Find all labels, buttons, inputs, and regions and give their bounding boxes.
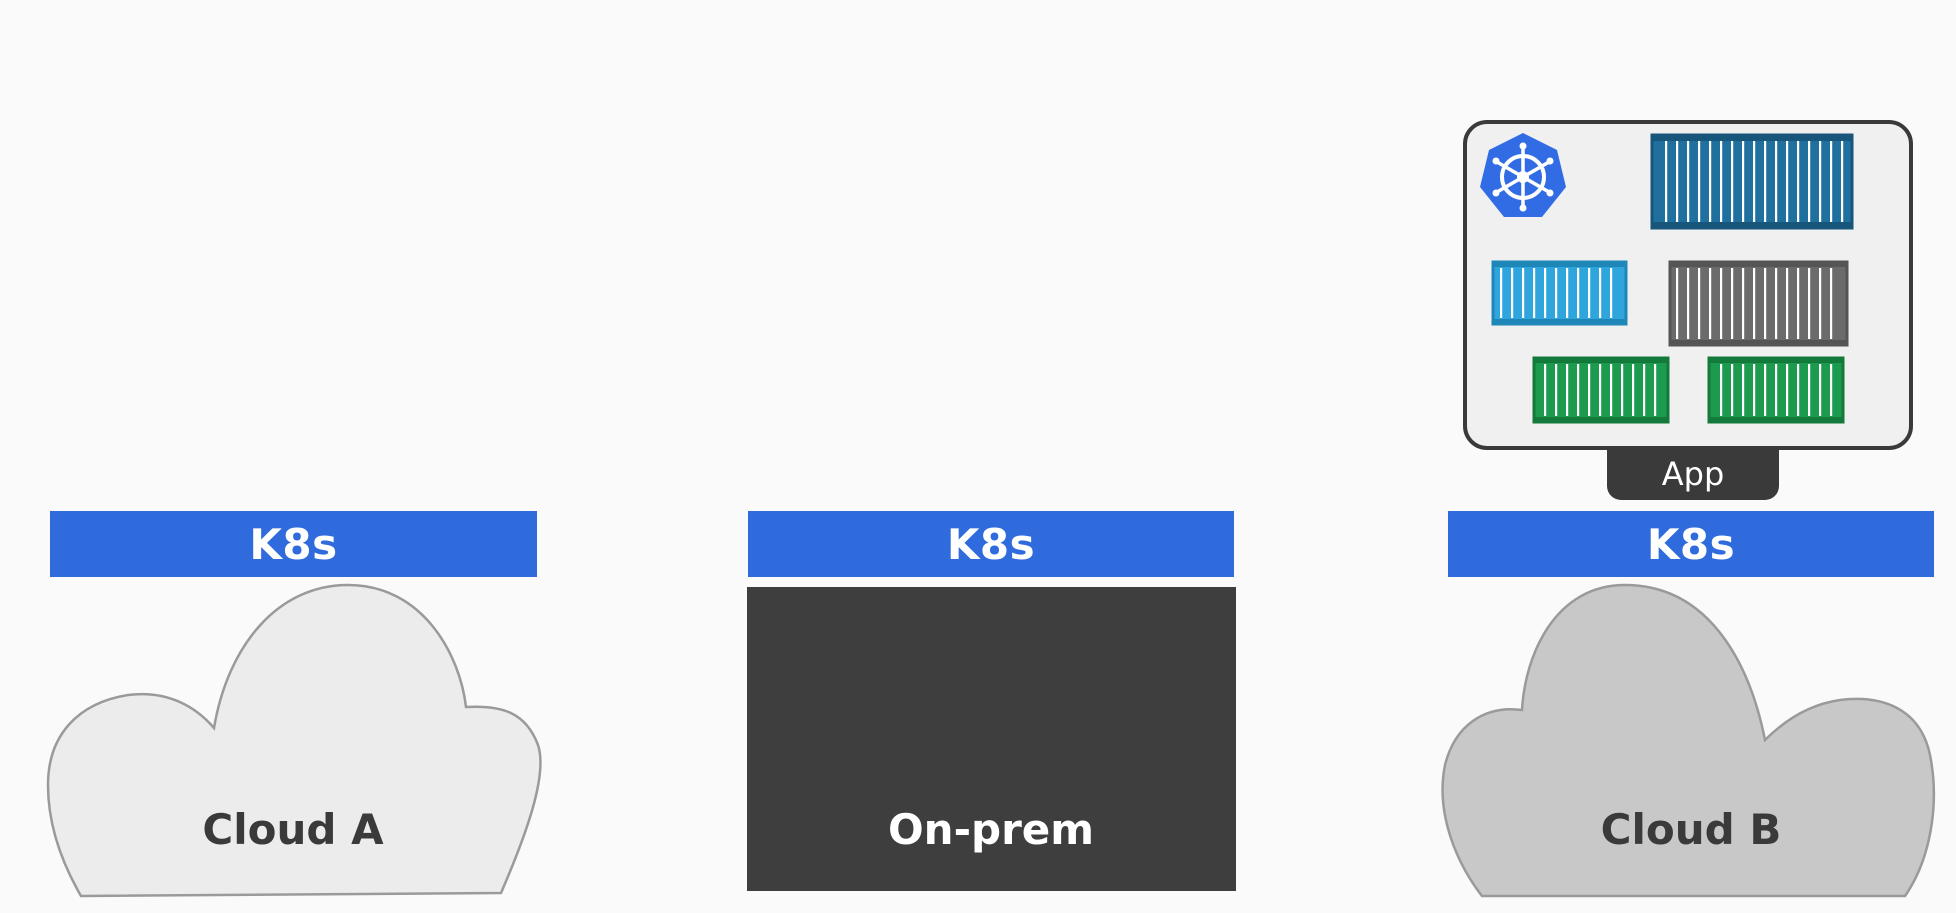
cloud-a-label: Cloud A [202, 805, 384, 854]
green-container-icon [1532, 356, 1670, 424]
k8s-bar-on-prem: K8s [748, 511, 1234, 577]
cloud-b-outline [1441, 583, 1936, 898]
cloud-a-outline [46, 583, 542, 898]
app-panel [1463, 120, 1913, 450]
k8s-bar-cloud-b: K8s [1448, 511, 1934, 577]
kubernetes-logo-icon [1480, 133, 1566, 217]
on-prem-label: On-prem [887, 805, 1095, 854]
cloud-b-shape [1441, 583, 1936, 898]
blue-container-icon [1650, 133, 1854, 230]
light-blue-container-icon [1491, 260, 1628, 326]
green-container-icon [1707, 356, 1845, 424]
on-prem-box [747, 587, 1236, 891]
app-label-tab: App [1607, 448, 1779, 500]
cloud-b-label: Cloud B [1600, 805, 1782, 854]
cloud-a-shape [46, 583, 542, 898]
k8s-bar-cloud-a: K8s [50, 511, 537, 577]
gray-container-icon [1668, 260, 1849, 347]
